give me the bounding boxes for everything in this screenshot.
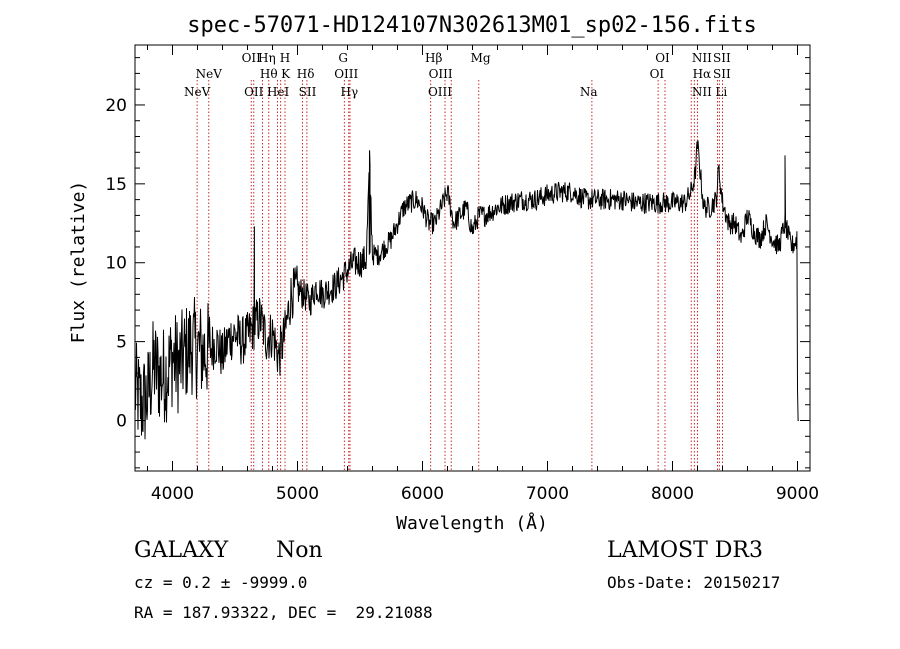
x-tick-label: 5000 bbox=[276, 484, 319, 504]
marker-label: NII bbox=[692, 51, 712, 65]
marker-label: OIII bbox=[429, 67, 453, 81]
marker-label: H bbox=[280, 51, 290, 65]
marker-label: Li bbox=[715, 85, 727, 99]
y-tick-label: 0 bbox=[116, 412, 127, 432]
marker-label: Mg bbox=[471, 51, 491, 65]
survey-label: LAMOST DR3 bbox=[607, 538, 763, 563]
marker-label: OI bbox=[650, 67, 665, 81]
chart-title: spec-57071-HD124107N302613M01_sp02-156.f… bbox=[187, 13, 757, 38]
axes: 4000 5000 6000 7000 8000 9000 0 5 10 15 20 bbox=[105, 45, 819, 504]
marker-label: Hδ bbox=[297, 67, 315, 81]
object-class: GALAXY bbox=[134, 538, 229, 563]
marker-label: Hα bbox=[693, 67, 712, 81]
marker-label: Hθ bbox=[260, 67, 278, 81]
marker-label: NeV bbox=[184, 85, 211, 99]
marker-label: NeV bbox=[196, 67, 223, 81]
x-tick-label: 4000 bbox=[151, 484, 194, 504]
y-tick-label: 10 bbox=[105, 254, 127, 274]
marker-label: Hη bbox=[258, 51, 276, 65]
marker-label: SII bbox=[713, 51, 731, 65]
marker-label: G bbox=[338, 51, 348, 65]
marker-label: NII bbox=[692, 85, 712, 99]
y-tick-label: 5 bbox=[116, 333, 127, 353]
coordinates-readout: RA = 187.93322, DEC = 29.21088 bbox=[134, 603, 433, 622]
x-tick-label: 9000 bbox=[776, 484, 819, 504]
marker-label: OIII bbox=[334, 67, 358, 81]
marker-label: OII bbox=[244, 85, 264, 99]
marker-label: Hγ bbox=[341, 85, 359, 99]
plot-area bbox=[134, 140, 799, 440]
marker-label: SII bbox=[299, 85, 317, 99]
x-tick-label: 7000 bbox=[526, 484, 569, 504]
marker-label: OI bbox=[655, 51, 670, 65]
x-tick-label: 6000 bbox=[401, 484, 444, 504]
x-tick-label: 8000 bbox=[651, 484, 694, 504]
spectrum-line bbox=[134, 140, 799, 440]
y-axis-label: Flux (relative) bbox=[68, 181, 89, 344]
y-tick-label: 20 bbox=[105, 96, 127, 116]
marker-label: Hβ bbox=[425, 51, 442, 65]
plot-frame bbox=[134, 44, 811, 472]
marker-label: Na bbox=[580, 85, 598, 99]
marker-label: K bbox=[281, 67, 291, 81]
redshift-readout: cz = 0.2 ± -9999.0 bbox=[134, 573, 308, 592]
y-tick-label: 15 bbox=[105, 175, 127, 195]
object-subclass: Non bbox=[276, 538, 323, 563]
marker-label: OIII bbox=[428, 85, 452, 99]
x-axis-label: Wavelength (Å) bbox=[396, 512, 548, 534]
obs-date: Obs-Date: 20150217 bbox=[607, 573, 781, 592]
marker-label: SII bbox=[713, 67, 731, 81]
marker-label: OII bbox=[242, 51, 262, 65]
marker-label: HeI bbox=[267, 85, 290, 99]
